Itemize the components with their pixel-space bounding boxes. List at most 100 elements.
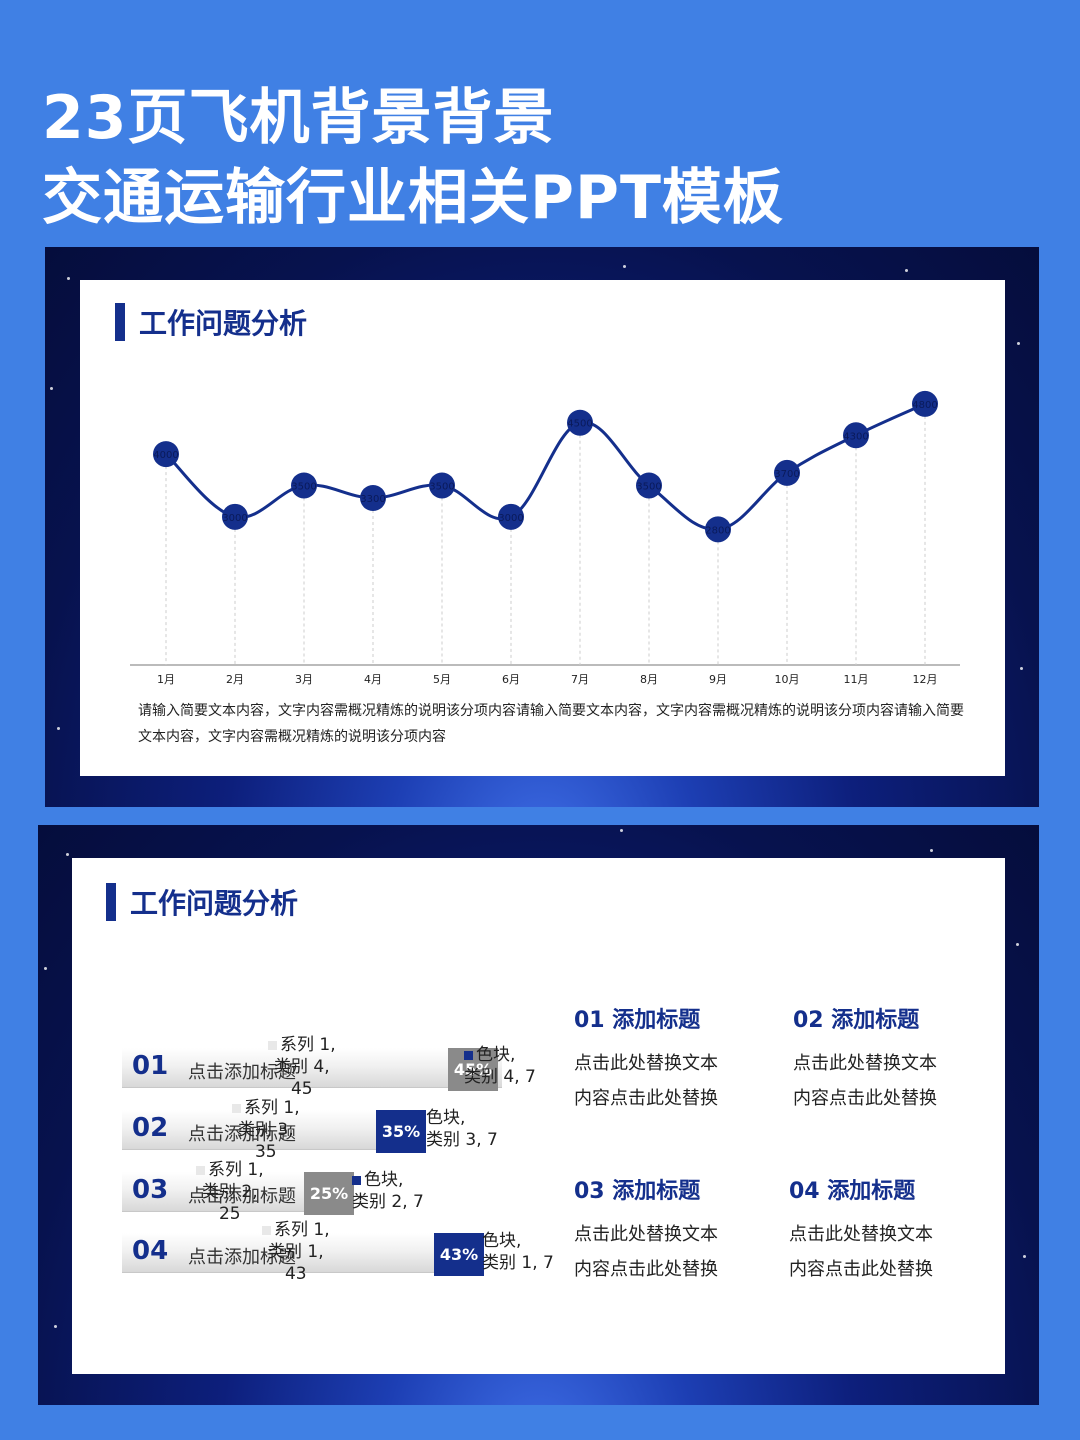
hero-title: 23页飞机背景背景 交通运输行业相关PPT模板 xyxy=(42,78,784,238)
row-label: 点击添加标题 xyxy=(188,1062,296,1083)
data-point xyxy=(774,459,800,486)
info-text: 点击此处替换文本 xyxy=(793,1053,937,1074)
block-series: 色块, xyxy=(364,1170,404,1190)
info-text: 点击此处替换文本 xyxy=(574,1224,718,1245)
series-value: 45 xyxy=(290,1079,313,1099)
info-title: 04 添加标题 xyxy=(789,1179,916,1204)
data-label: 3300 xyxy=(360,494,385,505)
block-data-label: 色块, 类别 1, 7 xyxy=(482,1230,554,1274)
x-tick-label: 12月 xyxy=(913,673,938,686)
x-tick-label: 2月 xyxy=(226,673,244,686)
hero-title-line-2: 交通运输行业相关PPT模板 xyxy=(42,163,784,233)
data-point xyxy=(360,485,386,511)
info-block-04[interactable]: 04 添加标题 点击此处替换文本 内容点击此处替换 xyxy=(789,1173,933,1287)
slide-1-description: 请输入简要文本内容，文字内容需概况精炼的说明该分项内容请输入简要文本内容，文字内… xyxy=(138,703,964,745)
row-number: 02 xyxy=(132,1113,169,1143)
slide-1-title: 工作问题分析 xyxy=(115,302,307,342)
series-value: 43 xyxy=(284,1264,307,1284)
info-text: 点击此处替换文本 xyxy=(789,1224,933,1245)
slide-2[interactable]: 工作问题分析 01 点击添加标题 45% 系列 1, 类别 4, 45 色块, … xyxy=(38,825,1039,1405)
title-accent-bar xyxy=(106,883,116,921)
x-tick-label: 11月 xyxy=(844,673,869,686)
block-data-label: 色块, 类别 2, 7 xyxy=(352,1169,424,1213)
progress-row-04[interactable]: 04 点击添加标题 43% xyxy=(122,1226,542,1276)
slide-1-title-text: 工作问题分析 xyxy=(139,307,308,340)
block-category: 类别 1, 7 xyxy=(482,1253,554,1273)
block-category: 类别 3, 7 xyxy=(426,1130,498,1150)
series-data-label: 系列 1, 类别 1, 43 xyxy=(262,1219,330,1285)
data-label: 4300 xyxy=(843,431,868,442)
info-block-03[interactable]: 03 添加标题 点击此处替换文本 内容点击此处替换 xyxy=(574,1173,718,1287)
progress-track xyxy=(122,1233,484,1273)
x-tick-label: 4月 xyxy=(364,673,382,686)
legend-swatch-icon xyxy=(352,1176,361,1185)
block-category: 类别 2, 7 xyxy=(352,1192,424,1212)
x-tick-label: 7月 xyxy=(571,673,589,686)
x-tick-label: 10月 xyxy=(775,673,800,686)
row-number: 03 xyxy=(132,1175,169,1205)
series-value: 25 xyxy=(218,1204,241,1224)
row-percent-block: 45% xyxy=(448,1048,498,1091)
data-point xyxy=(567,409,593,436)
row-percent-block: 35% xyxy=(376,1110,426,1153)
data-label: 4000 xyxy=(153,450,178,461)
row-label: 点击添加标题 xyxy=(188,1124,296,1145)
info-text: 内容点击此处替换 xyxy=(574,1259,718,1280)
series-data-label: 系列 1, 类别 3, 35 xyxy=(232,1097,300,1163)
x-tick-label: 9月 xyxy=(709,673,727,686)
legend-swatch-icon xyxy=(262,1225,271,1235)
row-percent-block: 25% xyxy=(304,1172,354,1215)
data-point xyxy=(636,472,662,499)
x-tick-label: 3月 xyxy=(295,673,313,686)
series-name: 系列 1, xyxy=(274,1220,330,1240)
progress-row-03[interactable]: 03 点击添加标题 25% xyxy=(122,1165,422,1215)
progress-row-01[interactable]: 01 点击添加标题 45% xyxy=(122,1041,562,1091)
legend-swatch-icon xyxy=(464,1051,473,1060)
data-point xyxy=(705,516,731,543)
data-label: 3000 xyxy=(498,513,523,524)
data-label: 3000 xyxy=(222,513,247,524)
data-label: 4500 xyxy=(567,419,592,430)
data-label: 3500 xyxy=(636,481,661,492)
info-title: 03 添加标题 xyxy=(574,1179,701,1204)
progress-row-02[interactable]: 02 点击添加标题 35% xyxy=(122,1103,492,1153)
data-label: 3500 xyxy=(429,481,454,492)
data-label: 2800 xyxy=(705,525,730,536)
info-title: 02 添加标题 xyxy=(793,1008,920,1033)
data-point xyxy=(843,422,869,449)
progress-track xyxy=(122,1110,426,1150)
series-data-label: 系列 1, 类别 4, 45 xyxy=(268,1034,336,1100)
info-text: 内容点击此处替换 xyxy=(789,1259,933,1280)
category-name: 类别 3, xyxy=(238,1120,294,1140)
legend-swatch-icon xyxy=(268,1040,277,1050)
row-label: 点击添加标题 xyxy=(188,1247,296,1268)
slide-1-card: 工作问题分析 4000 3000 3500 3300 3500 3000 4500 3500 2… xyxy=(80,280,1005,776)
series-name: 系列 1, xyxy=(244,1098,300,1118)
info-title: 01 添加标题 xyxy=(574,1008,701,1033)
series-data-label: 系列 1, 类别 2, 25 xyxy=(196,1159,264,1225)
row-number: 01 xyxy=(132,1051,169,1081)
data-label: 3700 xyxy=(774,469,799,480)
data-point xyxy=(222,503,248,530)
series-name: 系列 1, xyxy=(280,1035,336,1055)
category-name: 类别 2, xyxy=(202,1182,258,1202)
block-category: 类别 4, 7 xyxy=(464,1067,536,1087)
series-value: 35 xyxy=(254,1142,277,1162)
block-data-label: 色块, 类别 4, 7 xyxy=(464,1044,536,1088)
info-block-02[interactable]: 02 添加标题 点击此处替换文本 内容点击此处替换 xyxy=(793,1002,937,1116)
slide-1[interactable]: 工作问题分析 4000 3000 3500 3300 3500 3000 4500 3500 2… xyxy=(45,247,1039,807)
data-point xyxy=(291,472,317,499)
data-point xyxy=(153,441,179,468)
data-label: 3500 xyxy=(291,481,316,492)
data-point xyxy=(498,503,524,530)
info-block-01[interactable]: 01 添加标题 点击此处替换文本 内容点击此处替换 xyxy=(574,1002,718,1116)
data-point xyxy=(912,390,938,417)
x-tick-label: 6月 xyxy=(502,673,520,686)
progress-track xyxy=(122,1048,502,1088)
block-series: 色块, xyxy=(482,1231,522,1251)
info-text: 内容点击此处替换 xyxy=(793,1088,937,1109)
x-tick-label: 1月 xyxy=(157,673,175,686)
block-data-label: 色块, 类别 3, 7 xyxy=(426,1107,498,1151)
line-chart: 4000 3000 3500 3300 3500 3000 4500 3500 2800 3700… xyxy=(130,390,960,686)
x-tick-label: 5月 xyxy=(433,673,451,686)
